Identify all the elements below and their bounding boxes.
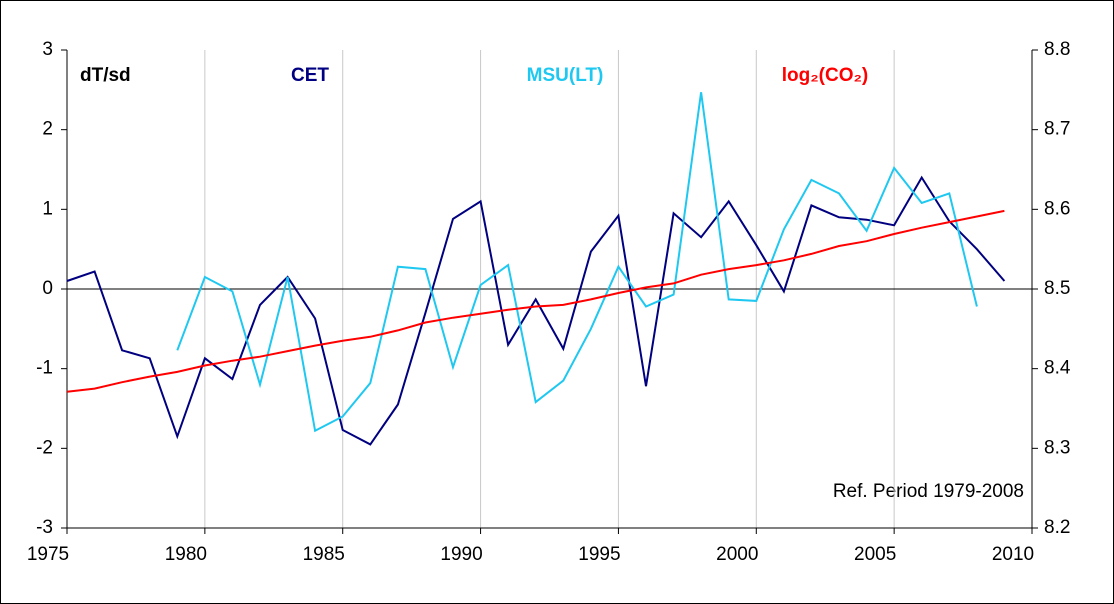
legend-label: CET [291,65,329,86]
legend-label: MSU(LT) [527,65,604,86]
y-tick-label: -1 [36,358,53,379]
x-tick-label: 2000 [716,544,758,565]
x-tick-label: 1990 [440,544,482,565]
x-tick-label: 1985 [303,544,345,565]
x-tick-label: 2005 [854,544,896,565]
y2-tick-label: 8.6 [1044,198,1070,219]
y2-tick-label: 8.4 [1044,358,1071,379]
legend-label: log₂(CO₂) [782,65,869,86]
y-tick-label: -3 [36,517,53,538]
y2-tick-label: 8.3 [1044,437,1070,458]
x-tick-label: 1975 [27,544,69,565]
x-tick-label: 1995 [578,544,620,565]
y2-tick-label: 8.7 [1044,119,1070,140]
x-tick-label: 2010 [992,544,1034,565]
y-tick-label: 2 [42,119,53,140]
series-line [66,209,1005,393]
y-tick-label: -2 [36,437,53,458]
y2-tick-label: 8.8 [1044,39,1070,60]
series-line [66,175,1006,446]
annotation: Ref. Period 1979-2008 [833,481,1024,502]
annotation: dT/sd [80,65,131,86]
y-tick-label: 0 [42,278,53,299]
y-tick-label: 3 [42,39,53,60]
x-tick-label: 1980 [165,544,207,565]
series-line [176,92,978,433]
y2-tick-label: 8.2 [1044,517,1070,538]
y2-tick-label: 8.5 [1044,278,1070,299]
y-tick-label: 1 [42,198,53,219]
